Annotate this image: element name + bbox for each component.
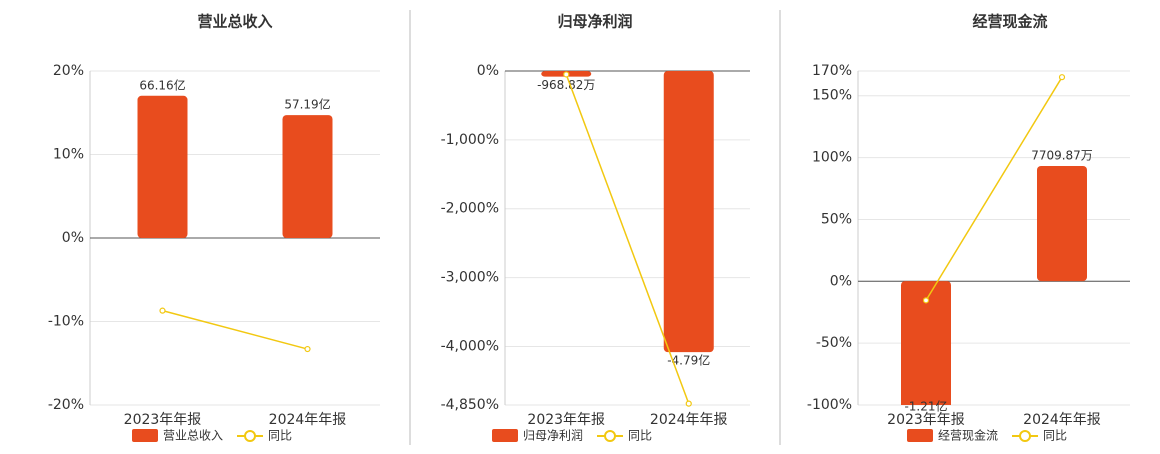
legend-point: [244, 430, 257, 442]
legend-label: 同比: [268, 429, 292, 443]
legend-label: 归母净利润: [523, 429, 583, 443]
point: [563, 71, 570, 78]
y-tick-label: 10%: [53, 147, 84, 163]
bar: [137, 95, 188, 239]
legend-label: 经营现金流: [938, 428, 998, 443]
legend-label: 同比: [1043, 429, 1067, 443]
bar: [663, 71, 714, 353]
legend-swatch: [907, 429, 933, 442]
bar: [901, 281, 951, 405]
value-label: 66.16亿: [139, 77, 185, 92]
legend-point: [604, 430, 617, 442]
y-tick-label: 170%: [812, 63, 852, 79]
legend-swatch: [492, 429, 518, 442]
y-tick-label: -1,000%: [441, 132, 499, 148]
chart-title: 营业总收入: [197, 13, 272, 31]
y-tick-label: 50%: [821, 211, 852, 227]
point: [304, 345, 311, 353]
legend-label: 同比: [628, 429, 652, 443]
y-tick-label: -3,000%: [441, 270, 499, 286]
legend-swatch: [132, 429, 158, 442]
y-tick-label: -20%: [48, 397, 84, 413]
chart-title: 归母净利润: [557, 13, 632, 31]
legend-label: 营业总收入: [163, 429, 223, 443]
y-tick-label: -4,000%: [441, 338, 499, 354]
y-tick-label: 150%: [812, 88, 852, 104]
line: [162, 309, 308, 350]
chart-title: 经营现金流: [972, 13, 1047, 31]
x-tick-label: 2024年年报: [269, 412, 347, 428]
y-tick-label: 100%: [812, 150, 852, 166]
x-tick-label: 2024年年报: [650, 412, 728, 428]
line: [925, 76, 1063, 301]
value-label: -4.79亿: [667, 353, 710, 368]
y-tick-label: -2,000%: [441, 201, 499, 217]
point: [685, 400, 692, 407]
value-label: -968.82万: [537, 78, 595, 92]
bar: [282, 115, 333, 238]
point: [159, 307, 166, 314]
x-tick-label: 2023年年报: [124, 412, 202, 428]
bar: [1037, 165, 1087, 282]
value-label: -1.21亿: [904, 399, 947, 414]
y-tick-label: -10%: [48, 314, 84, 330]
y-tick-label: 0%: [830, 273, 852, 289]
y-tick-label: 0%: [477, 63, 499, 79]
x-tick-label: 2023年年报: [887, 412, 965, 428]
line: [565, 74, 690, 404]
value-label: 7709.87万: [1031, 148, 1093, 162]
y-tick-label: -4,850%: [441, 397, 499, 413]
y-tick-label: -100%: [807, 397, 852, 413]
point: [922, 297, 930, 304]
x-tick-label: 2024年年报: [1023, 412, 1101, 428]
point: [1058, 74, 1066, 81]
y-tick-label: -50%: [816, 335, 852, 351]
legend-point: [1019, 430, 1032, 442]
y-tick-label: 20%: [53, 63, 84, 79]
y-tick-label: 0%: [62, 230, 84, 246]
x-tick-label: 2023年年报: [527, 412, 605, 428]
value-label: 57.19亿: [284, 97, 330, 112]
